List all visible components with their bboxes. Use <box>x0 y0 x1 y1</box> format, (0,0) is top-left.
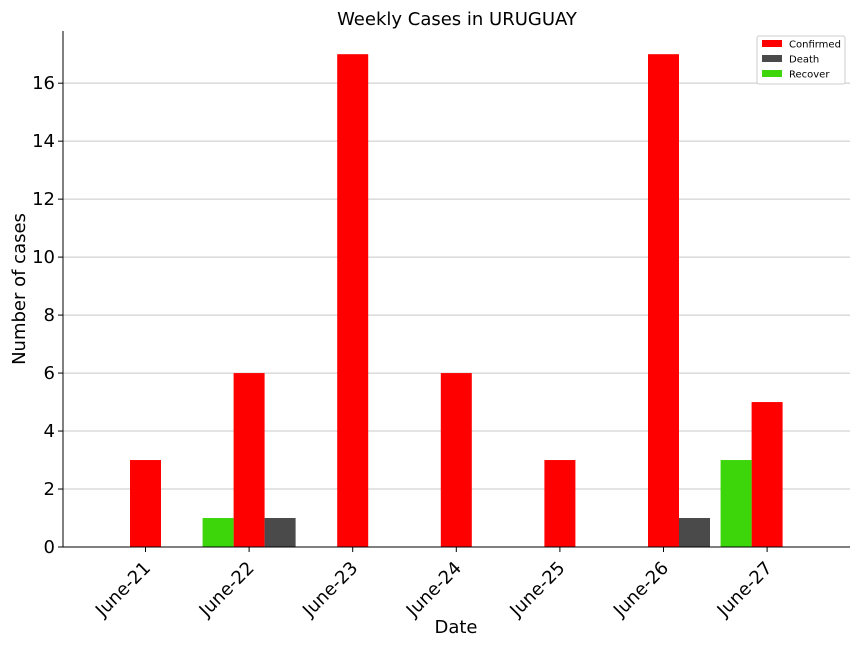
legend-label-death: Death <box>789 55 819 66</box>
x-axis-title: Date <box>434 617 477 638</box>
y-ticks: 0 2 4 6 8 10 12 14 16 <box>32 73 63 558</box>
bar-recover-june-22 <box>202 518 234 547</box>
bar-death-june-22 <box>264 518 296 547</box>
bar-death-june-26 <box>679 518 710 547</box>
y-tick-label: 14 <box>32 131 55 152</box>
bar-recover-june-27 <box>720 460 752 547</box>
x-tick-label: June-27 <box>713 558 777 622</box>
x-tick-label: June-24 <box>402 558 466 622</box>
y-tick-label: 6 <box>44 363 55 384</box>
bar-confirmed-june-27 <box>751 402 783 547</box>
x-tick-label: June-23 <box>298 558 362 622</box>
bar-confirmed-june-25 <box>544 460 576 547</box>
y-tick-label: 4 <box>44 421 55 442</box>
x-tick-label: June-26 <box>609 558 673 622</box>
legend-label-recover: Recover <box>789 70 830 81</box>
y-tick-label: 0 <box>44 537 55 558</box>
y-tick-label: 2 <box>44 479 55 500</box>
legend-swatch-death <box>762 55 782 62</box>
legend-swatch-confirmed <box>762 40 782 47</box>
y-axis-title: Number of cases <box>9 213 30 365</box>
bar-confirmed-june-26 <box>648 54 679 547</box>
x-tick-label: June-21 <box>91 558 155 622</box>
legend: Confirmed Death Recover <box>756 35 846 85</box>
bar-confirmed-june-23 <box>337 54 369 547</box>
bar-confirmed-june-22 <box>233 373 265 547</box>
x-ticks: June-21 June-22 June-23 June-24 June-25 June-… <box>91 547 777 622</box>
x-tick-label: June-25 <box>505 558 569 622</box>
bar-confirmed-june-21 <box>130 460 161 547</box>
y-tick-label: 16 <box>32 73 55 94</box>
chart-title: Weekly Cases in URUGUAY <box>337 9 578 30</box>
bar-confirmed-june-24 <box>440 373 472 547</box>
y-tick-label: 10 <box>32 247 55 268</box>
bars <box>130 54 783 547</box>
y-tick-label: 8 <box>44 305 55 326</box>
legend-label-confirmed: Confirmed <box>789 40 841 51</box>
legend-swatch-recover <box>762 70 782 77</box>
x-tick-label: June-22 <box>195 558 259 622</box>
y-tick-label: 12 <box>32 189 55 210</box>
